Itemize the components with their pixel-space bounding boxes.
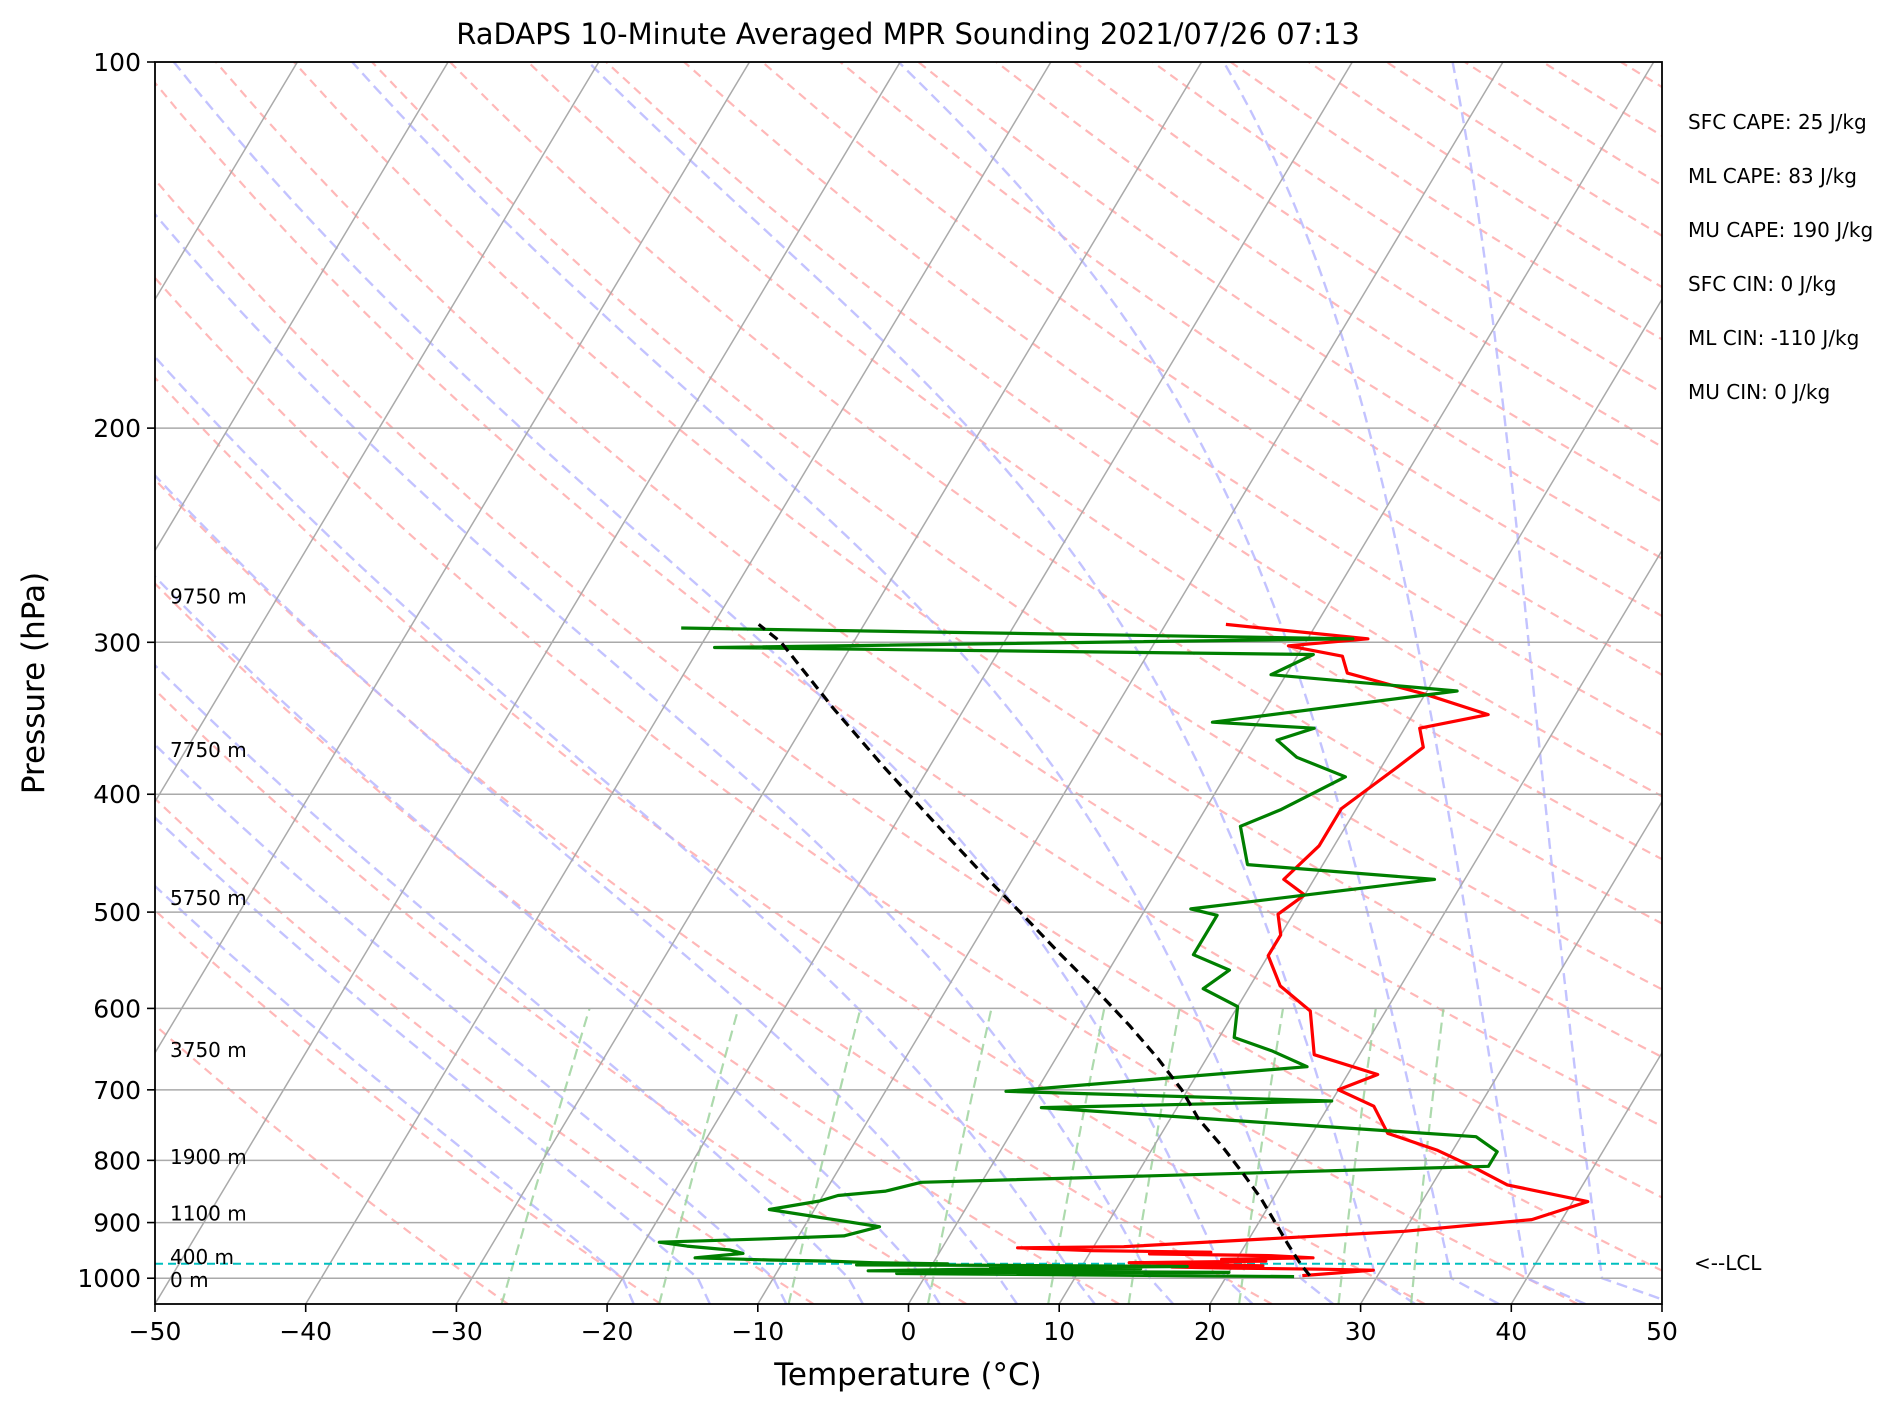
dry-adiabat-line bbox=[761, 62, 1662, 677]
isotherm-line bbox=[606, 62, 1353, 1304]
x-tick-label: 0 bbox=[901, 1317, 917, 1346]
y-tick-label: 500 bbox=[93, 898, 141, 927]
dry-adiabat-line bbox=[449, 62, 1662, 925]
moist-adiabat-line bbox=[1222, 62, 1586, 1304]
x-tick-label: −40 bbox=[279, 1317, 332, 1346]
isotherm-line bbox=[1359, 800, 1662, 1304]
y-tick-label: 1000 bbox=[77, 1264, 141, 1293]
cape-cin-annotation: ML CIN: -110 J/kg bbox=[1688, 326, 1859, 350]
mixing-ratio-line bbox=[1337, 1008, 1377, 1304]
x-tick-label: 30 bbox=[1345, 1317, 1377, 1346]
x-tick-label: 50 bbox=[1646, 1317, 1678, 1346]
x-tick-label: 10 bbox=[1043, 1317, 1075, 1346]
temperature-profile-line bbox=[1016, 622, 1590, 1278]
y-tick-label: 600 bbox=[93, 994, 141, 1023]
moist-adiabat-line bbox=[155, 212, 1175, 1304]
dry-adiabat-line bbox=[371, 62, 1662, 991]
moist-adiabat-line bbox=[155, 355, 1096, 1304]
height-label: 1100 m bbox=[170, 1202, 247, 1226]
moist-adiabat-line bbox=[155, 743, 788, 1304]
x-tick-label: −50 bbox=[129, 1317, 182, 1346]
parcel-profile-line bbox=[757, 623, 1312, 1277]
mixing-ratio-line bbox=[500, 1008, 591, 1304]
x-tick-label: −10 bbox=[731, 1317, 784, 1346]
height-label: 9750 m bbox=[170, 584, 247, 608]
dry-adiabat-line bbox=[527, 62, 1662, 861]
height-label: 400 m bbox=[170, 1245, 234, 1269]
x-tick-label: 40 bbox=[1495, 1317, 1527, 1346]
height-label: 3750 m bbox=[170, 1038, 247, 1062]
x-tick-label: −20 bbox=[581, 1317, 634, 1346]
isotherm-line bbox=[155, 62, 449, 552]
isotherm-line bbox=[757, 62, 1504, 1304]
isotherm-line bbox=[907, 62, 1655, 1304]
mixing-ratio-line bbox=[787, 1008, 862, 1304]
moist-adiabat-line bbox=[155, 473, 1018, 1304]
dry-adiabat-line bbox=[1699, 62, 1903, 1304]
y-tick-label: 300 bbox=[93, 628, 141, 657]
y-tick-label: 700 bbox=[93, 1076, 141, 1105]
series-lines bbox=[657, 622, 1590, 1279]
dry-adiabat-line bbox=[155, 478, 1273, 1304]
x-axis-ticks: −50 −40 −30 −20 −10 0 10 20 30 40 50 bbox=[129, 1304, 1678, 1346]
y-axis-label: Pressure (hPa) bbox=[16, 572, 52, 794]
x-tick-label: 20 bbox=[1194, 1317, 1226, 1346]
isotherm-line bbox=[305, 62, 1052, 1304]
isotherm-line bbox=[155, 62, 901, 1304]
height-label: 1900 m bbox=[170, 1145, 247, 1169]
isotherm-line bbox=[1510, 1051, 1662, 1304]
dry-adiabat-line bbox=[155, 81, 1662, 1199]
dry-adiabat-line bbox=[1620, 62, 1662, 89]
dewpoint-profile-line bbox=[657, 626, 1499, 1279]
isotherm-line bbox=[155, 62, 299, 301]
isotherm-line bbox=[1209, 549, 1662, 1304]
height-label: 7750 m bbox=[170, 738, 247, 762]
height-label: 0 m bbox=[170, 1268, 209, 1292]
y-tick-label: 900 bbox=[93, 1209, 141, 1238]
dry-adiabat-line bbox=[155, 581, 1120, 1304]
y-tick-label: 200 bbox=[93, 414, 141, 443]
dry-adiabat-line bbox=[839, 62, 1662, 618]
cape-cin-annotation: MU CIN: 0 J/kg bbox=[1688, 380, 1830, 404]
cape-cin-annotation: MU CAPE: 190 J/kg bbox=[1688, 218, 1873, 242]
moist-adiabat-line bbox=[1451, 62, 1662, 1301]
y-axis-ticks: 100 200 300 400 500 600 700 800 900 1000 bbox=[77, 48, 155, 1293]
isotherm-line bbox=[1661, 1302, 1662, 1304]
moist-adiabat-line bbox=[351, 62, 1334, 1304]
dry-adiabat-line bbox=[293, 62, 1662, 1059]
moist-adiabat-line bbox=[155, 816, 711, 1304]
isotherm-line bbox=[455, 62, 1203, 1304]
moist-adiabat-line bbox=[155, 884, 635, 1304]
dry-adiabat-line bbox=[155, 376, 1426, 1304]
cape-cin-annotation: SFC CIN: 0 J/kg bbox=[1688, 272, 1836, 296]
isotherm-line bbox=[155, 62, 600, 804]
dry-adiabat-line bbox=[155, 177, 1662, 1272]
y-tick-label: 100 bbox=[93, 48, 141, 77]
cape-cin-annotations: SFC CAPE: 25 J/kg ML CAPE: 83 J/kg MU CAPE… bbox=[1688, 110, 1873, 404]
y-tick-label: 400 bbox=[93, 780, 141, 809]
dry-adiabat-line bbox=[605, 62, 1662, 798]
height-label: 5750 m bbox=[170, 886, 247, 910]
moist-adiabat-line bbox=[897, 62, 1500, 1304]
lcl-label: <--LCL bbox=[1694, 1251, 1762, 1275]
height-labels: 9750 m 7750 m 5750 m 3750 m 1900 m 1100 m 400 … bbox=[170, 584, 247, 1291]
dry-adiabat-line bbox=[155, 908, 662, 1304]
moist-adiabat-line bbox=[587, 62, 1416, 1304]
mixing-ratio-line bbox=[1410, 1008, 1445, 1304]
cape-cin-annotation: SFC CAPE: 25 J/kg bbox=[1688, 110, 1867, 134]
dry-adiabat-line bbox=[155, 276, 1578, 1304]
plot-background bbox=[155, 62, 1662, 1304]
cape-cin-annotation: ML CAPE: 83 J/kg bbox=[1688, 164, 1857, 188]
y-tick-label: 800 bbox=[93, 1146, 141, 1175]
x-axis-label: Temperature (°C) bbox=[773, 1357, 1042, 1393]
x-tick-label: −30 bbox=[430, 1317, 483, 1346]
isotherm-line bbox=[155, 62, 751, 1055]
moist-adiabat-line bbox=[172, 62, 1254, 1304]
dry-adiabat-line bbox=[683, 62, 1662, 737]
chart-title: RaDAPS 10-Minute Averaged MPR Sounding 2… bbox=[456, 17, 1360, 51]
mixing-ratio-line bbox=[658, 1008, 740, 1304]
